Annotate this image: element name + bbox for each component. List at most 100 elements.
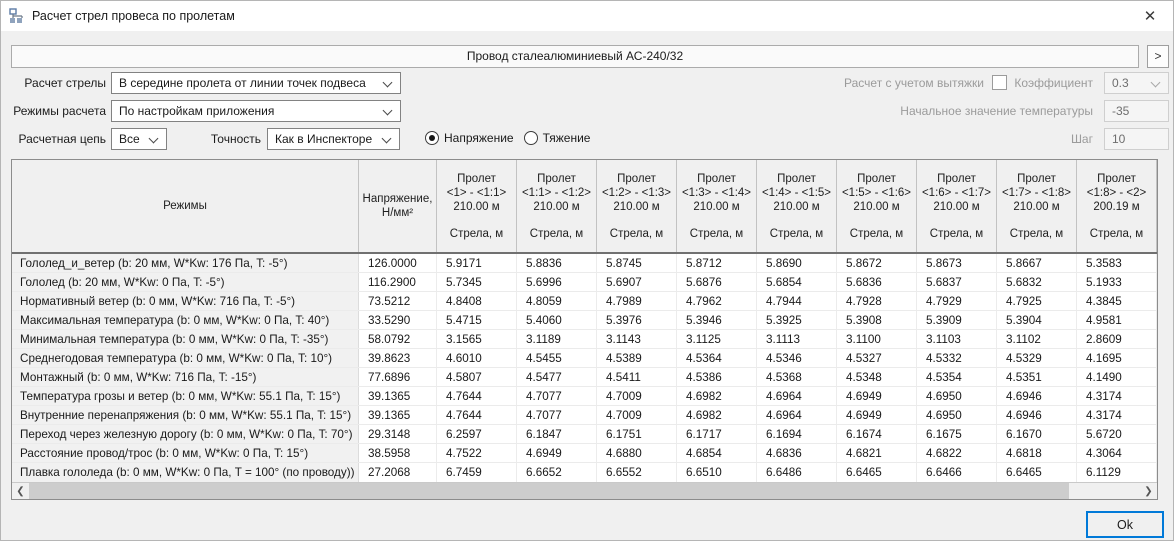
sag-cell: 4.6949 xyxy=(837,406,917,424)
chevron-down-icon xyxy=(148,133,159,144)
sag-cell: 6.6652 xyxy=(517,463,597,482)
sag-cell: 4.6950 xyxy=(917,406,997,424)
table-row[interactable]: Переход через железную дорогу (b: 0 мм, … xyxy=(12,425,1157,444)
scrollbar-thumb[interactable] xyxy=(29,483,1069,499)
sag-cell: 5.6854 xyxy=(757,273,837,291)
table-row[interactable]: Внутренние перенапряжения (b: 0 мм, W*Kw… xyxy=(12,406,1157,425)
stretch-calc-label: Расчет с учетом вытяжки xyxy=(844,76,984,90)
sag-cell: 5.8673 xyxy=(917,254,997,272)
sag-cell: 4.3174 xyxy=(1077,406,1157,424)
table-row[interactable]: Гололед (b: 20 мм, W*Kw: 0 Па, T: -5°) 11… xyxy=(12,273,1157,292)
sag-cell: 4.6964 xyxy=(757,406,837,424)
initial-temp-field: -35 xyxy=(1104,100,1169,122)
radio-tension-label: Тяжение xyxy=(542,131,591,145)
sag-cell: 3.1565 xyxy=(437,330,517,348)
sag-cell: 5.4715 xyxy=(437,311,517,329)
sag-cell: 4.6946 xyxy=(997,387,1077,405)
sag-cell: 4.6854 xyxy=(677,444,757,462)
sag-cell: 4.5477 xyxy=(517,368,597,386)
table-row[interactable]: Среднегодовая температура (b: 0 мм, W*Kw… xyxy=(12,349,1157,368)
sag-cell: 5.3909 xyxy=(917,311,997,329)
sag-cell: 6.1674 xyxy=(837,425,917,443)
stress-cell: 39.8623 xyxy=(359,349,437,367)
table-row[interactable]: Минимальная температура (b: 0 мм, W*Kw: … xyxy=(12,330,1157,349)
table-row[interactable]: Температура грозы и ветер (b: 0 мм, W*Kw… xyxy=(12,387,1157,406)
sag-cell: 4.9581 xyxy=(1077,311,1157,329)
sag-calc-label: Расчет стрелы xyxy=(24,76,106,90)
close-icon[interactable]: ✕ xyxy=(1143,8,1157,25)
sag-cell: 6.1694 xyxy=(757,425,837,443)
sag-cell: 5.3904 xyxy=(997,311,1077,329)
calc-modes-value: По настройкам приложения xyxy=(119,104,275,118)
sag-cell: 4.5351 xyxy=(997,368,1077,386)
sag-cell: 6.6552 xyxy=(597,463,677,482)
sag-calc-select[interactable]: В середине пролета от линии точек подвес… xyxy=(111,72,401,94)
span-column-header: Пролет <1:1> - <1:2> 210.00 м Стрела, м xyxy=(517,160,597,252)
stress-cell: 27.2068 xyxy=(359,463,437,482)
sag-cell: 4.6982 xyxy=(677,387,757,405)
sag-cell: 6.1675 xyxy=(917,425,997,443)
table-row[interactable]: Монтажный (b: 0 мм, W*Kw: 716 Па, T: -15… xyxy=(12,368,1157,387)
scroll-left-icon[interactable]: ❮ xyxy=(16,485,25,497)
sag-cell: 5.6836 xyxy=(837,273,917,291)
app-icon xyxy=(9,8,25,24)
stretch-calc-checkbox[interactable] xyxy=(992,75,1007,90)
scroll-right-icon[interactable]: ❯ xyxy=(1144,485,1153,497)
sag-cell: 4.6949 xyxy=(517,444,597,462)
sag-cell: 4.6946 xyxy=(997,406,1077,424)
table-row[interactable]: Расстояние провод/трос (b: 0 мм, W*Kw: 0… xyxy=(12,444,1157,463)
sag-cell: 3.1103 xyxy=(917,330,997,348)
table-row[interactable]: Плавка гололеда (b: 0 мм, W*Kw: 0 Па, T … xyxy=(12,463,1157,482)
precision-value: Как в Инспекторе xyxy=(275,132,373,146)
sag-cell: 4.6964 xyxy=(757,387,837,405)
span-column-header: Пролет <1:4> - <1:5> 210.00 м Стрела, м xyxy=(757,160,837,252)
span-column-header: Пролет <1:6> - <1:7> 210.00 м Стрела, м xyxy=(917,160,997,252)
sag-cell: 4.7944 xyxy=(757,292,837,310)
sag-cell: 5.7345 xyxy=(437,273,517,291)
chevron-down-icon xyxy=(381,133,392,144)
precision-select[interactable]: Как в Инспекторе xyxy=(267,128,400,150)
sag-cell: 4.6982 xyxy=(677,406,757,424)
mode-cell: Гололед_и_ветер (b: 20 мм, W*Kw: 176 Па,… xyxy=(12,254,359,272)
stress-cell: 73.5212 xyxy=(359,292,437,310)
stress-cell: 126.0000 xyxy=(359,254,437,272)
radio-tension[interactable]: Тяжение xyxy=(523,131,591,145)
title-bar: Расчет стрел провеса по пролетам ✕ xyxy=(1,1,1173,31)
sag-cell: 4.1490 xyxy=(1077,368,1157,386)
table-row[interactable]: Нормативный ветер (b: 0 мм, W*Kw: 716 Па… xyxy=(12,292,1157,311)
table-row[interactable]: Максимальная температура (b: 0 мм, W*Kw:… xyxy=(12,311,1157,330)
next-conductor-button[interactable]: > xyxy=(1147,45,1169,68)
mode-cell: Нормативный ветер (b: 0 мм, W*Kw: 716 Па… xyxy=(12,292,359,310)
sag-cell: 6.1670 xyxy=(997,425,1077,443)
calc-chain-select[interactable]: Все xyxy=(111,128,167,150)
mode-cell: Расстояние провод/трос (b: 0 мм, W*Kw: 0… xyxy=(12,444,359,462)
sag-cell: 4.6821 xyxy=(837,444,917,462)
mode-cell: Внутренние перенапряжения (b: 0 мм, W*Kw… xyxy=(12,406,359,424)
radio-stress[interactable]: Напряжение xyxy=(425,131,514,145)
sag-cell: 5.3583 xyxy=(1077,254,1157,272)
sag-cell: 6.2597 xyxy=(437,425,517,443)
mode-cell: Гололед (b: 20 мм, W*Kw: 0 Па, T: -5°) xyxy=(12,273,359,291)
table-row[interactable]: Гололед_и_ветер (b: 20 мм, W*Kw: 176 Па,… xyxy=(12,254,1157,273)
sag-cell: 6.7459 xyxy=(437,463,517,482)
calc-modes-label: Режимы расчета xyxy=(13,104,106,118)
sag-cell: 5.3925 xyxy=(757,311,837,329)
horizontal-scrollbar[interactable]: ❮ ❯ xyxy=(12,482,1157,499)
sag-cell: 4.7989 xyxy=(597,292,677,310)
sag-cell: 4.1695 xyxy=(1077,349,1157,367)
sag-cell: 5.1933 xyxy=(1077,273,1157,291)
ok-button[interactable]: Ok xyxy=(1086,511,1164,538)
radio-selected-icon xyxy=(425,131,439,145)
scrollbar-track[interactable] xyxy=(1069,483,1140,499)
sag-cell: 5.8667 xyxy=(997,254,1077,272)
sag-cell: 3.1125 xyxy=(677,330,757,348)
sag-cell: 3.1113 xyxy=(757,330,837,348)
sag-cell: 5.8836 xyxy=(517,254,597,272)
sag-cell: 4.5354 xyxy=(917,368,997,386)
sag-cell: 4.7009 xyxy=(597,387,677,405)
calc-modes-select[interactable]: По настройкам приложения xyxy=(111,100,401,122)
sag-cell: 5.6876 xyxy=(677,273,757,291)
sag-cell: 5.3908 xyxy=(837,311,917,329)
chevron-down-icon xyxy=(1150,77,1161,88)
sag-cell: 6.1129 xyxy=(1077,463,1157,482)
